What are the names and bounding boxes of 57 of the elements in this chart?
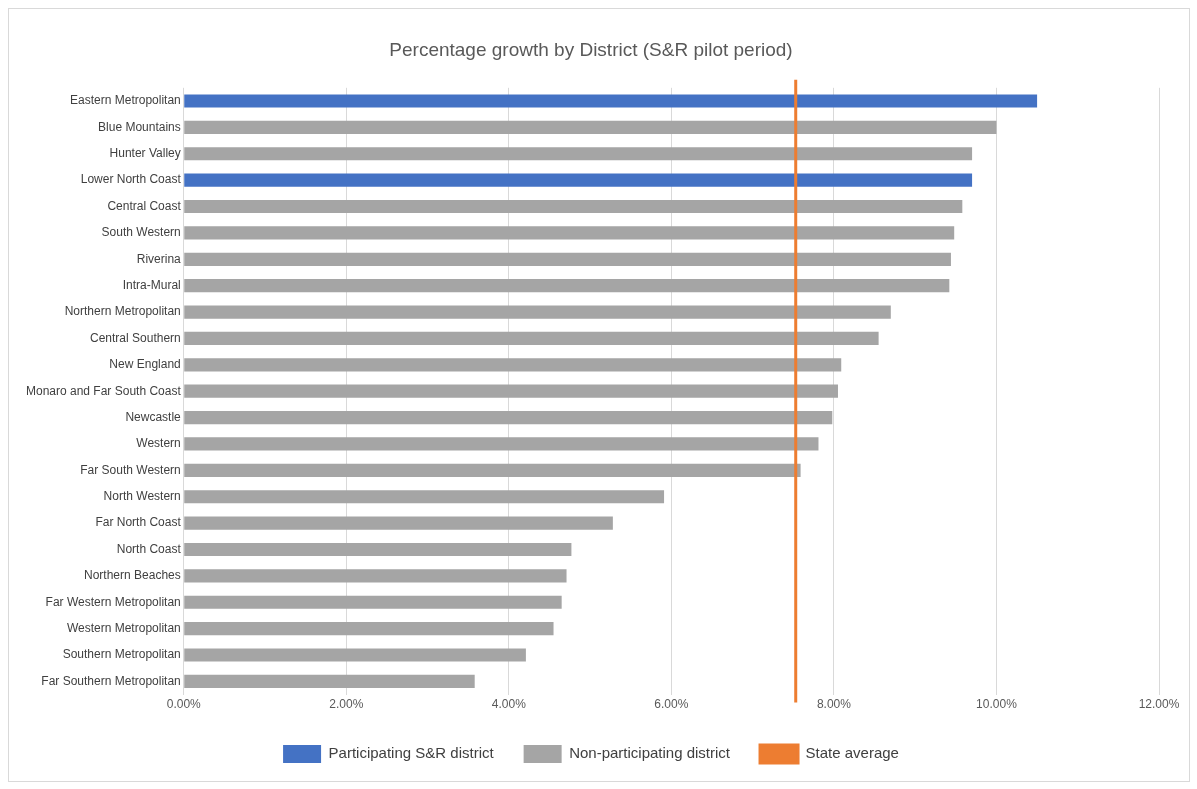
bar	[184, 173, 973, 187]
bar	[184, 94, 1038, 108]
legend-label: State average	[805, 744, 899, 762]
bar	[184, 622, 554, 636]
x-tick-label: 4.00%	[491, 697, 527, 712]
bar	[184, 595, 562, 609]
y-tick-label: South Western	[101, 225, 181, 240]
y-tick-label: New England	[109, 357, 181, 372]
bar	[184, 463, 801, 477]
y-tick-label: Far Southern Metropolitan	[41, 673, 181, 688]
bar	[184, 490, 665, 504]
y-tick-label: Central Southern	[90, 330, 181, 345]
bar	[184, 410, 833, 425]
chart-title: Percentage growth by District (S&R pilot period)	[389, 38, 793, 60]
bar	[184, 384, 838, 398]
x-tick-label: 10.00%	[976, 697, 1018, 712]
bar	[184, 674, 475, 688]
bar	[184, 147, 973, 161]
y-tick-label: Lower North Coast	[80, 172, 182, 187]
y-tick-label: North Coast	[116, 541, 182, 556]
bar	[184, 358, 842, 372]
y-tick-label: Eastern Metropolitan	[70, 93, 181, 108]
bar	[184, 437, 819, 451]
y-tick-label: Far North Coast	[95, 515, 182, 530]
x-tick-label: 12.00%	[1138, 697, 1180, 712]
y-tick-label: Intra-Mural	[122, 277, 181, 292]
bar	[184, 516, 613, 530]
y-tick-label: Blue Mountains	[98, 119, 181, 134]
bar	[184, 279, 950, 293]
bar	[184, 199, 963, 214]
bar	[184, 305, 891, 319]
y-tick-label: Southern Metropolitan	[62, 647, 181, 662]
bar	[184, 331, 879, 346]
y-tick-label: Central Coast	[107, 198, 182, 213]
y-tick-label: Riverina	[136, 251, 182, 266]
y-tick-label: Far South Western	[80, 462, 181, 477]
y-tick-label: Monaro and Far South Coast	[25, 383, 182, 398]
bar	[184, 226, 955, 240]
y-tick-label: Hunter Valley	[109, 146, 181, 161]
x-tick-label: 2.00%	[329, 697, 364, 712]
bar	[184, 252, 951, 266]
y-tick-label: Far Western Metropolitan	[45, 594, 181, 609]
y-tick-label: North Western	[103, 489, 181, 504]
bar	[184, 542, 572, 557]
legend-label: Non-participating district	[569, 744, 731, 762]
y-tick-label: Northern Metropolitan	[64, 304, 181, 319]
bar	[184, 120, 997, 134]
bar	[184, 648, 526, 662]
x-tick-label: 6.00%	[654, 697, 689, 712]
bar	[184, 569, 567, 583]
x-tick-label: 0.00%	[166, 697, 202, 712]
y-tick-label: Western	[136, 436, 181, 451]
x-tick-label: 8.00%	[816, 697, 852, 712]
y-tick-label: Northern Beaches	[84, 568, 181, 583]
legend-label: Participating S&R district	[328, 744, 495, 762]
y-tick-label: Western Metropolitan	[66, 620, 181, 635]
y-tick-label: Newcastle	[125, 409, 182, 424]
